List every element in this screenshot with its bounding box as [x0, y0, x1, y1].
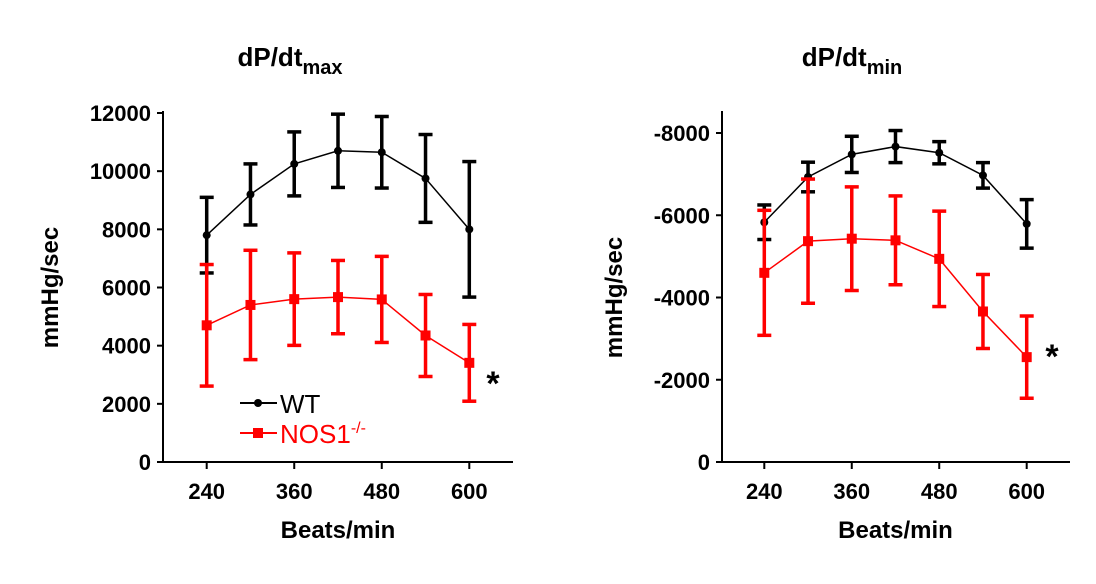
data-point — [377, 148, 386, 157]
legend-label-name: WT — [280, 389, 321, 419]
data-point — [803, 236, 814, 247]
data-point — [464, 357, 475, 368]
y-tick-label: 12000 — [90, 101, 151, 126]
x-axis-label: Beats/min — [838, 517, 953, 544]
chart-title: dP/dtmax — [237, 42, 342, 79]
y-tick-label: 0 — [139, 450, 151, 475]
data-point — [465, 225, 474, 234]
series-nos1 — [199, 248, 477, 403]
data-point — [245, 299, 256, 310]
data-point — [846, 233, 857, 244]
y-tick-label: 10000 — [90, 159, 151, 184]
data-point — [978, 171, 987, 180]
data-point — [759, 267, 770, 278]
chart-title-subscript: min — [867, 57, 903, 79]
y-tick-label: 6000 — [102, 276, 151, 301]
legend-marker — [254, 399, 262, 407]
y-tick-label: -2000 — [654, 368, 710, 393]
y-tick-label: -8000 — [654, 121, 710, 146]
x-tick-label: 360 — [276, 479, 313, 504]
data-point — [290, 159, 299, 168]
data-point — [890, 235, 901, 246]
y-tick-label: -4000 — [654, 286, 710, 311]
y-tick-label: 8000 — [102, 217, 151, 242]
legend-marker — [253, 428, 263, 438]
legend-label: WT — [280, 389, 321, 419]
y-tick-label: 2000 — [102, 392, 151, 417]
x-tick-label: 360 — [833, 479, 870, 504]
data-point — [977, 306, 988, 317]
data-point — [202, 231, 211, 240]
legend-label: NOS1-/- — [280, 419, 366, 449]
data-point — [246, 190, 255, 199]
chart-panel-min: dP/dtmin 0 -2000 -4000 -6000 -8000 240 360 480 60… — [601, 42, 1070, 544]
significance-asterisk: * — [1045, 338, 1059, 376]
chart-title-main: dP/dt — [237, 42, 302, 72]
y-tick-label: 0 — [698, 450, 710, 475]
data-point — [935, 148, 944, 157]
data-point — [934, 253, 945, 264]
series-nos1 — [757, 177, 1034, 401]
y-tick-label: -6000 — [654, 203, 710, 228]
data-point — [420, 330, 431, 341]
data-point — [333, 292, 343, 303]
x-tick-label: 600 — [451, 479, 488, 504]
y-axis-label: mmHg/sec — [601, 237, 628, 358]
data-point — [891, 142, 900, 151]
series-wt — [199, 112, 477, 299]
chart-title-main: dP/dt — [802, 42, 867, 72]
data-point — [1021, 352, 1032, 363]
chart-title: dP/dtmin — [802, 42, 903, 79]
x-tick-label: 480 — [363, 479, 400, 504]
chart-title-subscript: max — [302, 57, 342, 79]
chart-panel-max: dP/dtmax 0 2000 4000 6000 8000 10000 12000 240 36… — [37, 42, 513, 544]
x-axis-label: Beats/min — [281, 517, 396, 544]
data-point — [334, 146, 342, 155]
x-tick-label: 600 — [1008, 479, 1045, 504]
data-point — [1022, 219, 1031, 228]
y-axis-label: mmHg/sec — [37, 227, 64, 348]
data-point — [421, 174, 430, 183]
x-tick-label: 240 — [746, 479, 783, 504]
y-tick-label: 4000 — [102, 334, 151, 359]
legend-label-name: NOS1 — [280, 419, 351, 449]
data-point — [289, 294, 300, 305]
data-point — [201, 320, 212, 331]
legend-label-superscript: -/- — [351, 420, 366, 437]
data-point — [376, 294, 387, 305]
x-tick-label: 480 — [921, 479, 958, 504]
significance-asterisk: * — [486, 365, 500, 403]
x-tick-label: 240 — [188, 479, 225, 504]
data-point — [847, 150, 856, 159]
